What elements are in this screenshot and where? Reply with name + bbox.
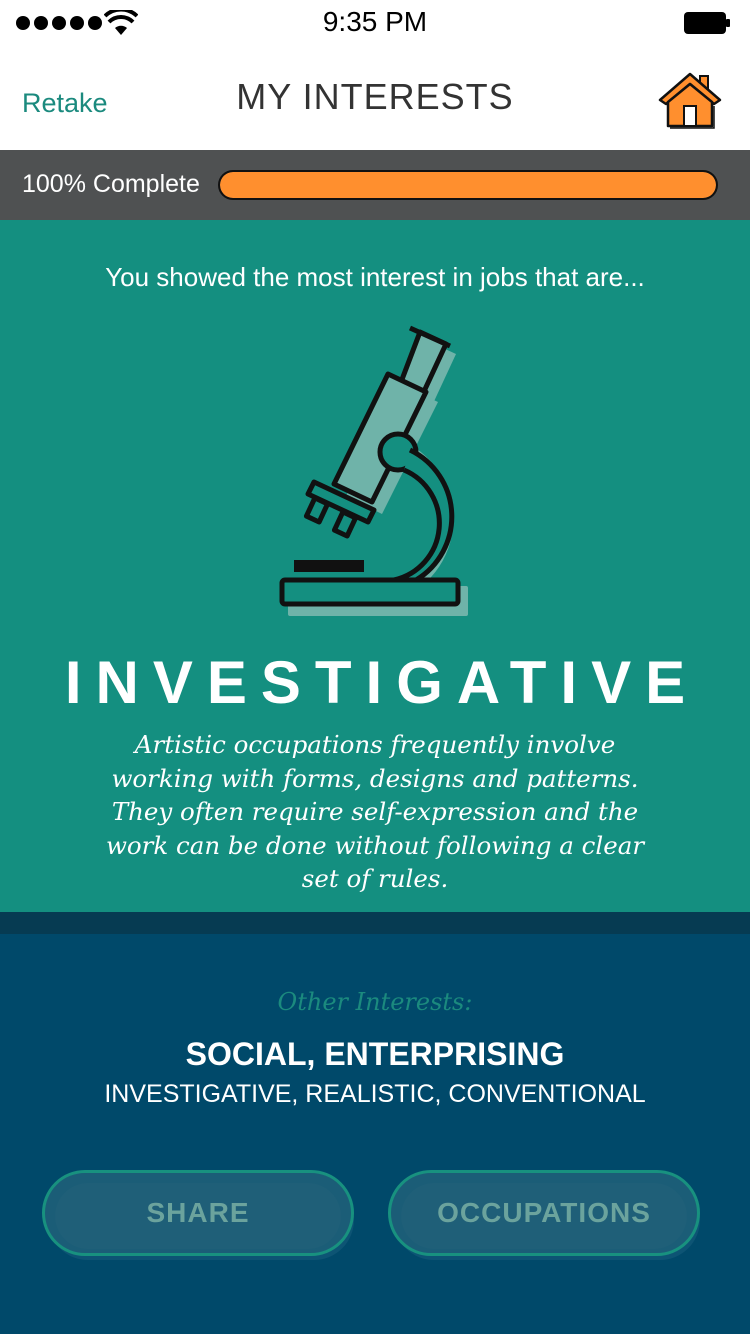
- result-panel: You showed the most interest in jobs tha…: [0, 220, 750, 912]
- nav-bar: Retake MY INTERESTS: [0, 46, 750, 150]
- category-title: INVESTIGATIVE: [64, 649, 700, 716]
- microscope-icon: [279, 325, 468, 616]
- section-divider: [0, 912, 750, 934]
- retake-button[interactable]: Retake: [22, 88, 108, 118]
- page-title: MY INTERESTS: [236, 76, 514, 117]
- result-intro-text: You showed the most interest in jobs tha…: [105, 262, 645, 292]
- status-bar: 9:35 PM: [0, 0, 750, 46]
- other-interests-primary: SOCIAL, ENTERPRISING: [185, 1036, 565, 1072]
- status-time: 9:35 PM: [322, 6, 428, 37]
- progress-bar: [218, 170, 718, 200]
- share-button-wrap: SHARE: [42, 1170, 354, 1260]
- other-interests-secondary: INVESTIGATIVE, REALISTIC, CONVENTIONAL: [104, 1080, 646, 1108]
- progress-fill: [220, 172, 716, 198]
- home-icon[interactable]: [656, 70, 724, 130]
- other-interests-label: Other Interests:: [277, 988, 473, 1016]
- signal-strength-icon: [16, 16, 102, 30]
- wifi-icon: [104, 10, 138, 35]
- occupations-button[interactable]: OCCUPATIONS: [388, 1170, 700, 1256]
- share-button[interactable]: SHARE: [42, 1170, 354, 1256]
- progress-section: 100% Complete: [0, 150, 750, 220]
- occupations-button-label: OCCUPATIONS: [437, 1197, 651, 1228]
- category-description: Artistic occupations frequently involve …: [105, 730, 645, 893]
- other-interests-panel: Other Interests: SOCIAL, ENTERPRISING IN…: [0, 934, 750, 1334]
- share-button-label: SHARE: [146, 1197, 250, 1228]
- progress-label: 100% Complete: [22, 170, 200, 198]
- occupations-button-wrap: OCCUPATIONS: [388, 1170, 700, 1260]
- battery-icon: [684, 12, 730, 34]
